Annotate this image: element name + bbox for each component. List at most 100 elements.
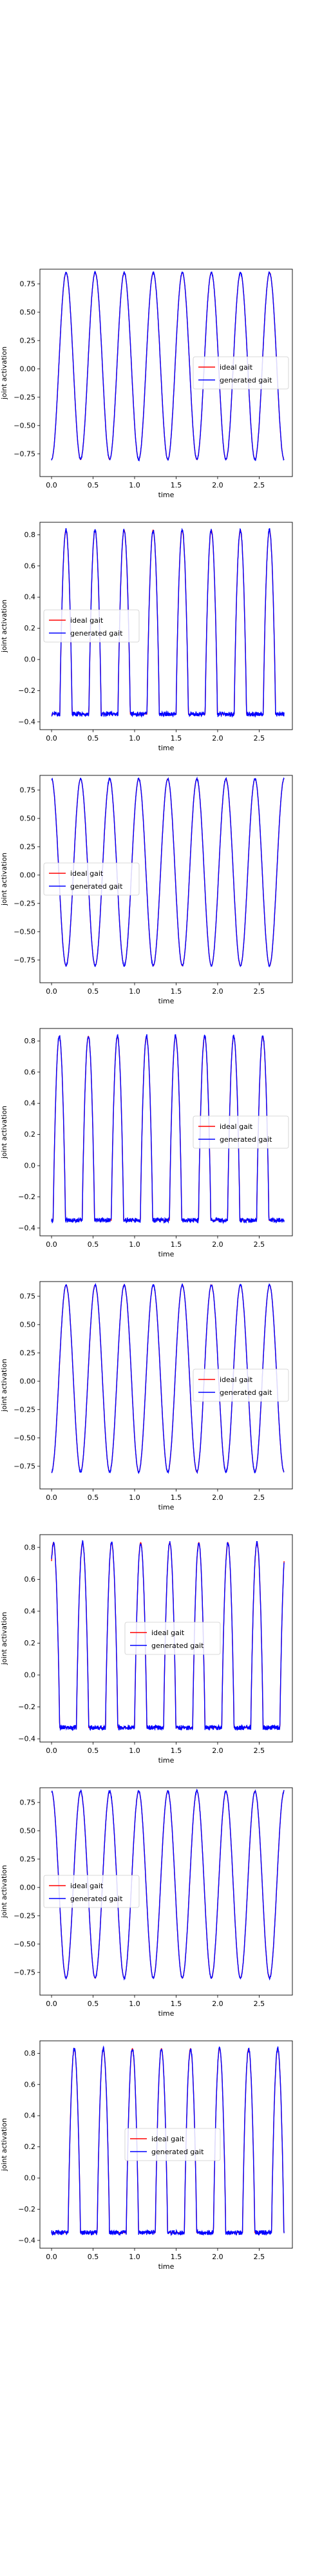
x-axis-label: time bbox=[158, 744, 175, 752]
y-axis-label: joint activation bbox=[0, 1865, 8, 1918]
y-tick-label: −0.4 bbox=[18, 1735, 35, 1743]
x-tick-label: 0.5 bbox=[88, 1493, 99, 1502]
legend-label: ideal gait bbox=[151, 2135, 185, 2143]
x-tick-label: 2.0 bbox=[212, 1493, 223, 1502]
y-axis-label: joint activation bbox=[0, 346, 8, 400]
legend: ideal gait generated gait bbox=[124, 1622, 221, 1655]
x-tick-label: 2.0 bbox=[212, 2253, 223, 2261]
y-tick-label: −0.4 bbox=[18, 1224, 35, 1232]
legend-box bbox=[193, 1368, 289, 1402]
y-tick-label: 0.00 bbox=[20, 1377, 36, 1385]
y-axis-label: joint activation bbox=[0, 600, 8, 653]
y-tick-label: 0.0 bbox=[24, 656, 36, 664]
chart-2: 0.8 0.6 0.4 0.2 0.0 −0.2 −0.4 0.0 0.5 1.0 1.5 2.0 2.… bbox=[0, 522, 293, 752]
y-tick-label: −0.75 bbox=[14, 1968, 35, 1976]
x-tick-label: 0.5 bbox=[88, 481, 99, 489]
x-tick-label: 0.0 bbox=[46, 1747, 57, 1755]
y-tick-label: 0.6 bbox=[24, 1068, 36, 1076]
x-tick-label: 0.0 bbox=[46, 987, 57, 996]
x-tick-label: 2.5 bbox=[254, 1240, 265, 1249]
series-generated-gait bbox=[51, 1034, 285, 1225]
y-tick-label: 0.75 bbox=[20, 786, 36, 794]
legend: ideal gait generated gait bbox=[193, 1115, 289, 1149]
y-tick-label: 0.8 bbox=[24, 1037, 36, 1045]
series-generated-gait bbox=[51, 270, 285, 462]
series-generated-gait bbox=[51, 1540, 285, 1732]
y-tick-label: 0.50 bbox=[20, 308, 36, 316]
legend: ideal gait generated gait bbox=[193, 356, 289, 390]
y-tick-label: 0.75 bbox=[20, 279, 36, 288]
x-tick-label: 0.0 bbox=[46, 1240, 57, 1249]
x-tick-label: 2.0 bbox=[212, 1240, 223, 1249]
x-tick-label: 1.5 bbox=[171, 1240, 182, 1249]
y-tick-label: −0.4 bbox=[18, 717, 35, 726]
legend-label: ideal gait bbox=[151, 1629, 185, 1637]
plot-frame bbox=[39, 269, 293, 477]
x-tick-label: 0.5 bbox=[88, 734, 99, 743]
x-axis-label: time bbox=[158, 2009, 175, 2018]
x-tick-label: 2.5 bbox=[254, 2253, 265, 2261]
legend-label: ideal gait bbox=[70, 616, 104, 625]
y-tick-label: 0.8 bbox=[24, 2049, 36, 2058]
legend: ideal gait generated gait bbox=[193, 1368, 289, 1402]
x-tick-label: 2.5 bbox=[254, 987, 265, 996]
x-tick-label: 1.5 bbox=[171, 1493, 182, 1502]
x-tick-label: 1.0 bbox=[129, 2000, 140, 2008]
x-tick-label: 1.5 bbox=[171, 987, 182, 996]
legend-box bbox=[43, 609, 140, 643]
y-tick-label: 0.0 bbox=[24, 1671, 36, 1679]
legend: ideal gait generated gait bbox=[43, 1875, 140, 1908]
legend-label: generated gait bbox=[151, 1642, 204, 1650]
y-tick-label: −0.25 bbox=[14, 899, 35, 907]
y-tick-label: −0.50 bbox=[14, 927, 35, 936]
y-tick-label: −0.2 bbox=[18, 1193, 35, 1201]
plot-frame bbox=[39, 1534, 293, 1743]
y-tick-label: 0.25 bbox=[20, 1349, 36, 1357]
plot-frame bbox=[39, 1028, 293, 1236]
legend: ideal gait generated gait bbox=[43, 862, 140, 896]
x-tick-label: 2.0 bbox=[212, 2000, 223, 2008]
x-tick-label: 2.0 bbox=[212, 1747, 223, 1755]
x-tick-label: 1.0 bbox=[129, 987, 140, 996]
chart-4: 0.8 0.6 0.4 0.2 0.0 −0.2 −0.4 0.0 0.5 1.0 1.5 2.0 2.… bbox=[0, 1028, 293, 1258]
x-tick-label: 0.0 bbox=[46, 2000, 57, 2008]
legend-label: ideal gait bbox=[70, 1882, 104, 1890]
x-axis-label: time bbox=[158, 2262, 175, 2271]
x-tick-label: 1.0 bbox=[129, 1747, 140, 1755]
x-tick-label: 0.5 bbox=[88, 1240, 99, 1249]
legend-label: ideal gait bbox=[70, 869, 104, 878]
y-tick-label: 0.6 bbox=[24, 1575, 36, 1584]
legend-label: ideal gait bbox=[220, 1376, 253, 1384]
y-tick-label: 0.2 bbox=[24, 624, 36, 632]
y-tick-label: 0.00 bbox=[20, 365, 36, 373]
legend-box bbox=[43, 1875, 140, 1908]
x-tick-label: 1.0 bbox=[129, 481, 140, 489]
legend-label: generated gait bbox=[151, 2148, 204, 2156]
x-tick-label: 0.0 bbox=[46, 2253, 57, 2261]
x-tick-label: 1.5 bbox=[171, 481, 182, 489]
x-tick-label: 1.5 bbox=[171, 2000, 182, 2008]
y-axis-label: joint activation bbox=[0, 853, 8, 906]
legend-box bbox=[43, 862, 140, 896]
x-tick-label: 0.0 bbox=[46, 481, 57, 489]
y-tick-label: 0.6 bbox=[24, 562, 36, 570]
x-tick-label: 2.0 bbox=[212, 987, 223, 996]
y-tick-label: 0.8 bbox=[24, 531, 36, 539]
x-axis-label: time bbox=[158, 1756, 175, 1765]
legend-box bbox=[193, 1115, 289, 1149]
x-tick-label: 2.5 bbox=[254, 1747, 265, 1755]
y-tick-label: −0.75 bbox=[14, 1462, 35, 1470]
x-tick-label: 1.0 bbox=[129, 2253, 140, 2261]
legend-label: generated gait bbox=[220, 1135, 272, 1144]
x-tick-label: 2.5 bbox=[254, 2000, 265, 2008]
x-tick-label: 2.0 bbox=[212, 481, 223, 489]
x-axis-label: time bbox=[158, 491, 175, 499]
chart-5: 0.75 0.50 0.25 0.00 −0.25 −0.50 −0.75 0.0 0.5 1.0… bbox=[0, 1281, 293, 1511]
series-generated-gait bbox=[51, 776, 285, 968]
legend: ideal gait generated gait bbox=[124, 2128, 221, 2161]
y-axis-label: joint activation bbox=[0, 1359, 8, 1412]
y-tick-label: 0.8 bbox=[24, 1543, 36, 1551]
plot-frame bbox=[39, 522, 293, 730]
chart-7: 0.75 0.50 0.25 0.00 −0.25 −0.50 −0.75 0.0 0.5 1.0… bbox=[0, 1787, 293, 2018]
x-tick-label: 0.5 bbox=[88, 2253, 99, 2261]
